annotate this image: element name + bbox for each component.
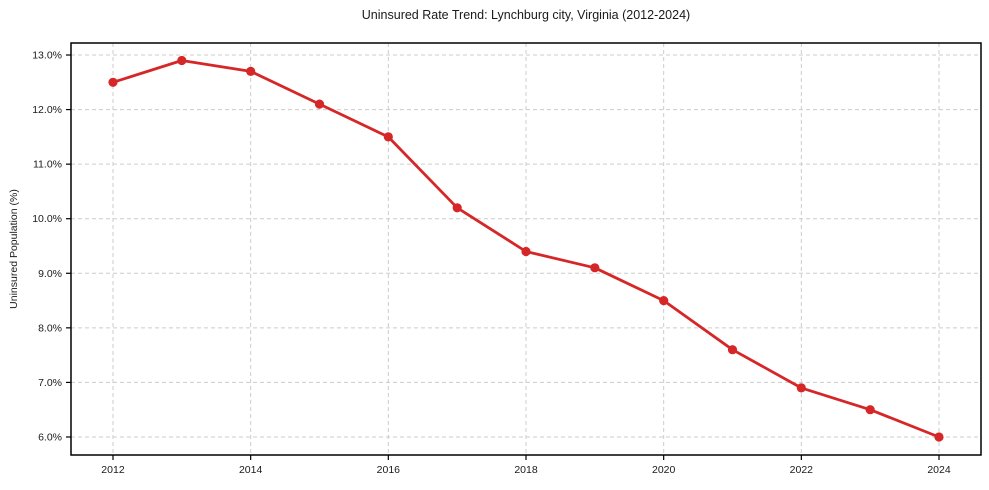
data-point-2023 — [865, 405, 875, 415]
data-point-2020 — [659, 296, 669, 306]
y-tick-label: 9.0% — [38, 268, 62, 280]
chart-title: Uninsured Rate Trend: Lynchburg city, Vi… — [361, 8, 691, 22]
x-tick-label: 2018 — [514, 464, 538, 476]
data-point-2024 — [934, 432, 944, 442]
data-point-2018 — [521, 246, 531, 257]
y-tick-label: 7.0% — [38, 377, 62, 389]
y-tick-label: 12.0% — [32, 104, 62, 116]
y-tick-label: 8.0% — [38, 322, 62, 334]
data-point-2014 — [246, 66, 256, 76]
x-tick-label: 2012 — [101, 464, 125, 476]
y-tick-label: 13.0% — [32, 50, 62, 62]
data-point-2022 — [796, 383, 806, 393]
data-point-2013 — [177, 55, 187, 66]
y-tick-label: 11.0% — [33, 159, 62, 171]
x-tick-label: 2016 — [377, 464, 401, 476]
y-axis-label: Uninsured Population (%) — [8, 189, 20, 309]
data-point-2019 — [590, 263, 600, 273]
y-tick-label: 10.0% — [32, 213, 62, 225]
x-tick-label: 2014 — [239, 464, 263, 476]
data-point-2015 — [314, 99, 325, 109]
data-point-2021 — [727, 345, 738, 355]
data-point-2017 — [452, 203, 462, 213]
data-point-2016 — [383, 132, 393, 142]
x-tick-label: 2022 — [790, 464, 814, 476]
y-tick-label: 6.0% — [38, 431, 62, 443]
x-tick-label: 2020 — [652, 464, 676, 476]
x-tick-label: 2024 — [927, 464, 951, 476]
data-point-2012 — [108, 77, 118, 87]
